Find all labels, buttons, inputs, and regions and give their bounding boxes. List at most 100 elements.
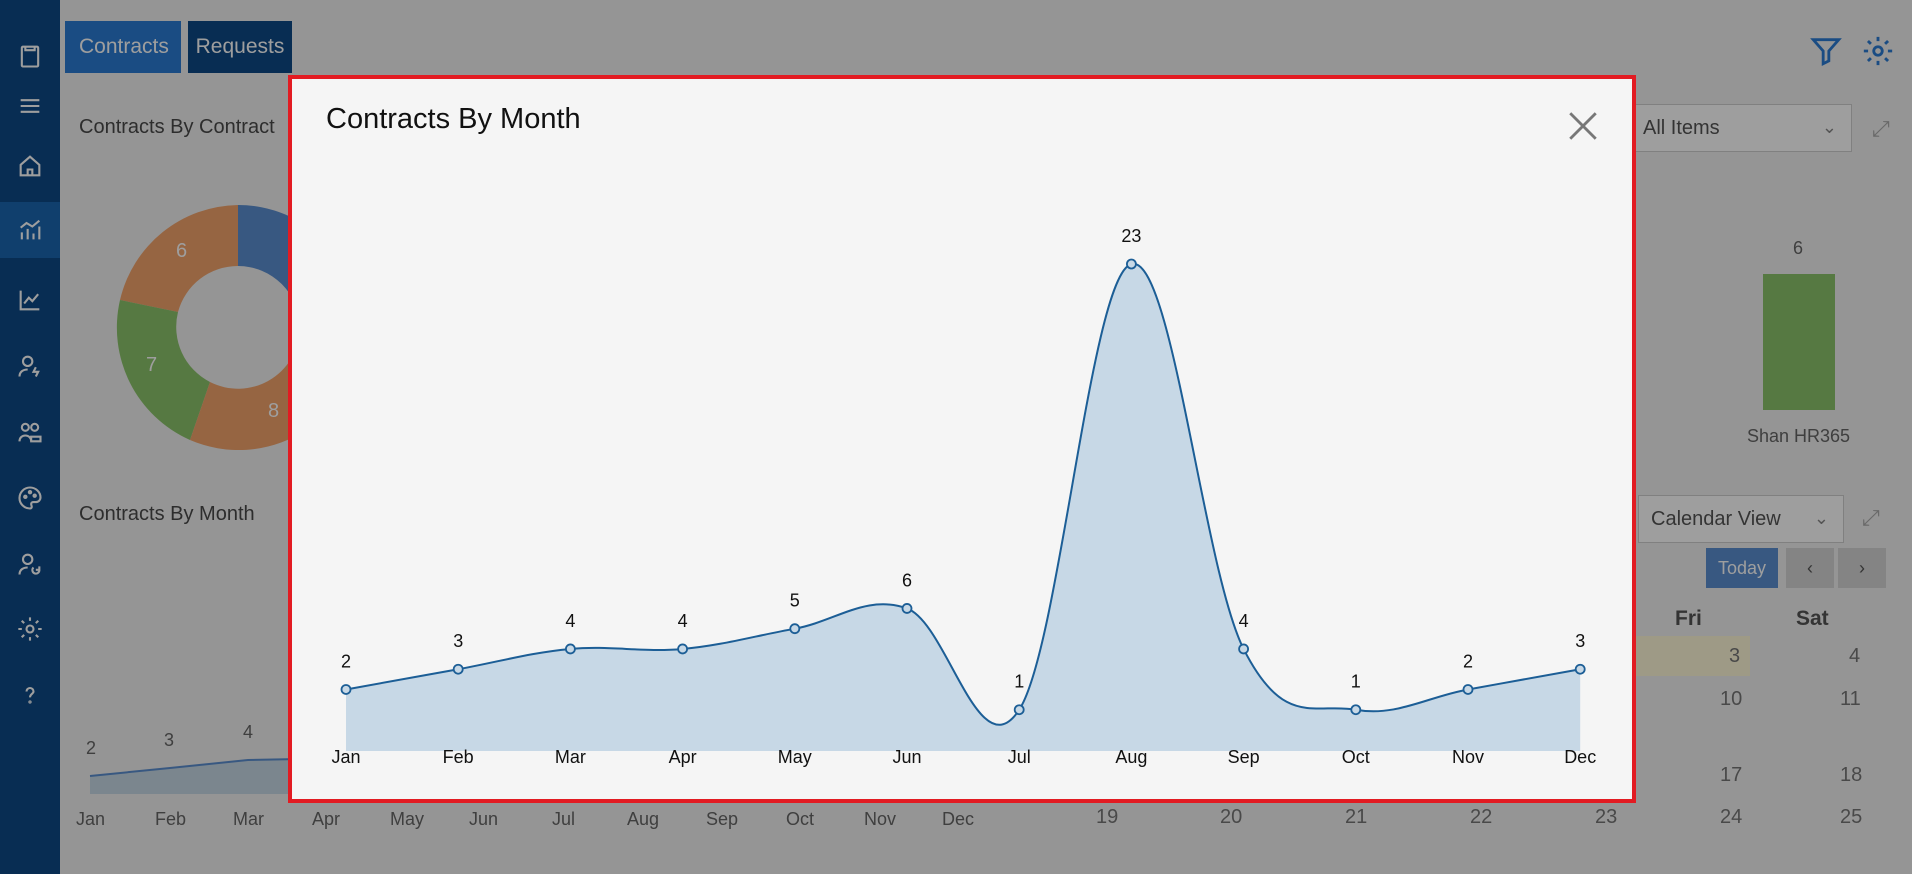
x-tick-label: Sep xyxy=(1228,747,1260,767)
calendar-date[interactable]: 23 xyxy=(1595,806,1618,828)
tab-requests[interactable]: Requests xyxy=(188,21,292,73)
calendar-date[interactable]: 21 xyxy=(1345,806,1368,828)
calendar-date[interactable]: 24 xyxy=(1720,806,1743,828)
filter-icon[interactable] xyxy=(1809,34,1843,68)
month-label: Apr xyxy=(312,809,341,829)
close-icon[interactable] xyxy=(1566,109,1600,143)
calendar-date[interactable]: 4 xyxy=(1849,645,1861,667)
month-label: Nov xyxy=(864,809,897,829)
calendar-date[interactable]: 10 xyxy=(1720,688,1743,710)
mini-chart-value: 4 xyxy=(243,722,254,742)
calendar-view-select[interactable]: Calendar View ⌄ xyxy=(1638,495,1844,543)
chevron-down-icon: ⌄ xyxy=(1821,117,1837,137)
donut-label: 7 xyxy=(146,354,158,376)
x-tick-label: Oct xyxy=(1342,747,1370,767)
help-icon[interactable] xyxy=(0,667,60,723)
data-point[interactable] xyxy=(1013,704,1025,716)
user-flash-icon[interactable] xyxy=(0,338,60,394)
x-tick-label: Jun xyxy=(892,747,921,767)
data-label: 2 xyxy=(1463,651,1473,671)
data-point[interactable] xyxy=(452,663,464,675)
gear-icon[interactable] xyxy=(1861,34,1895,68)
calendar-today-cell xyxy=(1634,636,1750,676)
mini-chart-value: 2 xyxy=(86,738,97,758)
calendar-date[interactable]: 18 xyxy=(1840,764,1863,786)
bar-category-label: Shan HR365 xyxy=(1747,426,1851,446)
data-label: 6 xyxy=(902,570,912,590)
month-label: Jan xyxy=(76,809,106,829)
calendar-date[interactable]: 22 xyxy=(1470,806,1493,828)
calendar-date[interactable]: 17 xyxy=(1720,764,1743,786)
area-chart: 2Jan3Feb4Mar4Apr5May6Jun1Jul23Aug4Sep1Oc… xyxy=(331,226,1596,767)
x-tick-label: Dec xyxy=(1564,747,1596,767)
data-label: 4 xyxy=(565,611,575,631)
month-label: Sep xyxy=(706,809,739,829)
mini-chart-value: 3 xyxy=(164,730,175,750)
data-point[interactable] xyxy=(564,643,576,655)
x-tick-label: May xyxy=(778,747,812,767)
data-point[interactable] xyxy=(789,623,801,635)
calendar-date[interactable]: 3 xyxy=(1729,645,1741,667)
month-label: Aug xyxy=(627,809,660,829)
donut-label: 8 xyxy=(268,400,280,422)
line-chart-icon[interactable] xyxy=(0,272,60,328)
month-label: Oct xyxy=(786,809,815,829)
chart-modal: Contracts By Month 2 Jan 3 Feb 4 Mar 4 Apr 5 May 6… xyxy=(288,75,1636,803)
next-button[interactable]: › xyxy=(1838,548,1886,588)
calendar-date[interactable]: 20 xyxy=(1220,806,1243,828)
expand-icon[interactable]: ⤢ xyxy=(1862,505,1880,530)
prev-button[interactable]: ‹ xyxy=(1786,548,1834,588)
donut-label: 6 xyxy=(176,240,188,262)
data-point[interactable] xyxy=(1350,704,1362,716)
x-tick-label: Nov xyxy=(1452,747,1484,767)
user-sync-icon[interactable] xyxy=(0,536,60,592)
select-value: Calendar View xyxy=(1651,507,1781,530)
hamburger-menu-icon[interactable] xyxy=(0,78,60,134)
app-logo-icon[interactable] xyxy=(0,28,60,84)
calendar-date[interactable]: 11 xyxy=(1840,688,1861,710)
data-label: 3 xyxy=(1575,631,1585,651)
data-label: 1 xyxy=(1014,672,1024,692)
modal-title: Contracts By Month xyxy=(326,103,581,135)
month-label: Feb xyxy=(155,809,187,829)
calendar-date[interactable]: 25 xyxy=(1840,806,1863,828)
data-point[interactable] xyxy=(677,643,689,655)
calendar-day-header: Fri xyxy=(1675,607,1702,630)
sidebar xyxy=(0,0,60,874)
month-label: Jul xyxy=(552,809,576,829)
data-label: 5 xyxy=(790,591,800,611)
bar-chart-icon[interactable] xyxy=(0,202,60,258)
today-button[interactable]: Today xyxy=(1706,548,1778,588)
calendar-date[interactable]: 19 xyxy=(1096,806,1119,828)
data-point[interactable] xyxy=(1126,258,1137,270)
mini-line-chart xyxy=(89,758,300,794)
data-point[interactable] xyxy=(901,603,913,614)
x-tick-label: Mar xyxy=(555,747,586,767)
data-point[interactable] xyxy=(340,684,352,695)
panel-filter-select[interactable]: All Items ⌄ xyxy=(1630,104,1852,152)
series-line xyxy=(345,262,1581,726)
data-label: 2 xyxy=(341,651,351,671)
home-icon[interactable] xyxy=(0,138,60,194)
data-label: 23 xyxy=(1121,226,1141,246)
data-point[interactable] xyxy=(1462,684,1474,695)
expand-icon[interactable]: ⤢ xyxy=(1872,116,1890,141)
month-label: Mar xyxy=(233,809,264,829)
x-tick-label: Jul xyxy=(1008,747,1031,767)
panel-title-contract: Contracts By Contract xyxy=(79,116,275,138)
month-label: Jun xyxy=(469,809,499,829)
tab-contracts[interactable]: Contracts xyxy=(65,21,181,73)
select-value: All Items xyxy=(1643,116,1720,139)
month-label: Dec xyxy=(942,809,975,829)
month-label: May xyxy=(390,809,425,829)
bar-value-label: 6 xyxy=(1793,238,1804,258)
panel-title-month: Contracts By Month xyxy=(79,503,255,525)
data-point[interactable] xyxy=(1574,663,1586,675)
data-label: 1 xyxy=(1351,672,1361,692)
calendar-day-header: Sat xyxy=(1796,607,1829,630)
palette-icon[interactable] xyxy=(0,470,60,526)
settings-icon[interactable] xyxy=(0,601,60,657)
team-icon[interactable] xyxy=(0,404,60,460)
chevron-down-icon: ⌄ xyxy=(1813,508,1829,528)
data-point[interactable] xyxy=(1238,643,1249,655)
